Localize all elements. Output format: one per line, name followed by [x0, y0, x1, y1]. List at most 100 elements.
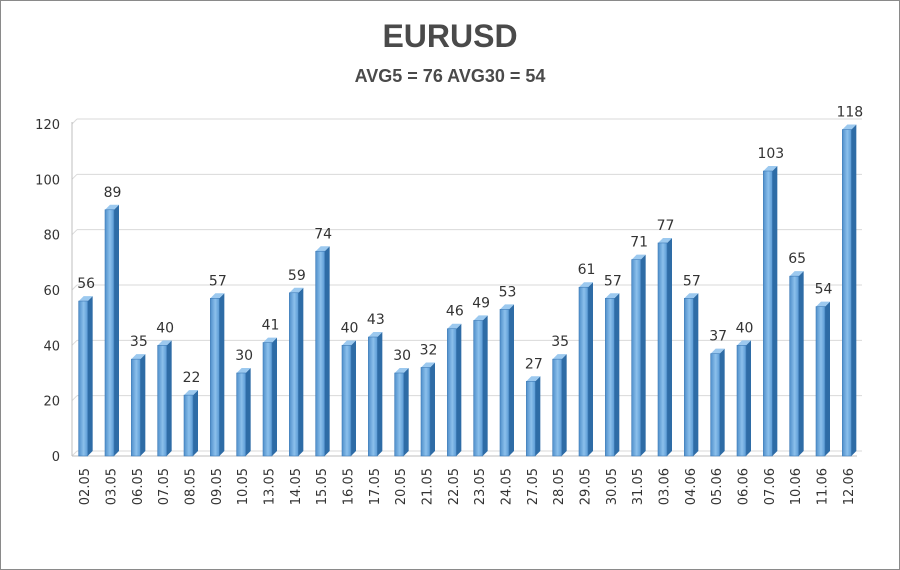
bar — [262, 342, 273, 457]
x-tick-label: 16.05 — [342, 468, 357, 505]
bar-side — [245, 368, 251, 456]
bar-top — [710, 348, 725, 354]
x-tick-label: 31.05 — [631, 468, 646, 505]
bar-side — [719, 348, 725, 456]
y-tick-label: 40 — [43, 339, 60, 354]
bar-top — [157, 340, 172, 346]
bar-side — [772, 166, 778, 457]
bar-side — [377, 332, 383, 456]
bar-side — [746, 340, 751, 456]
bar — [552, 358, 562, 457]
bar — [341, 345, 352, 457]
bar-top — [658, 237, 672, 243]
gridline-edge — [71, 450, 78, 457]
data-labels: 56 89 35 40 22 57 30 41 59 74 40 43 30 32 46 49 53 27 35 61… — [77, 105, 863, 387]
bar-side — [114, 204, 119, 456]
bar-side — [798, 271, 804, 456]
bar-side — [166, 340, 172, 456]
bar-side — [851, 124, 857, 457]
bar-side — [272, 337, 277, 456]
x-tick-label: 22.05 — [447, 468, 462, 505]
bar-top — [131, 354, 146, 360]
data-label: 71 — [630, 235, 648, 251]
x-tick-label: 05.06 — [710, 468, 725, 505]
data-label: 56 — [77, 276, 95, 292]
x-tick-label: 10.05 — [236, 468, 251, 505]
bar — [789, 275, 799, 457]
bar-top — [315, 246, 330, 252]
data-label: 53 — [499, 284, 517, 300]
gridline-edge — [71, 395, 78, 402]
bar — [605, 297, 615, 457]
bar-top — [605, 293, 620, 299]
data-label: 22 — [183, 370, 201, 386]
x-tick-label: 12.06 — [842, 468, 857, 505]
bar-top — [184, 390, 198, 396]
data-label: 57 — [604, 273, 622, 289]
bar — [183, 394, 194, 457]
x-tick-label: 24.05 — [500, 468, 515, 505]
bar-side — [640, 254, 646, 456]
y-tick-label: 100 — [35, 173, 60, 188]
x-tick-label: 30.05 — [605, 468, 620, 505]
y-tick-label: 120 — [35, 118, 60, 133]
data-label: 40 — [341, 320, 359, 336]
x-tick-label: 21.05 — [421, 468, 436, 505]
data-label: 54 — [815, 282, 833, 298]
bar-side — [219, 293, 225, 456]
bar-side — [456, 323, 462, 456]
y-tick-label: 0 — [52, 450, 60, 465]
data-label: 30 — [235, 348, 253, 364]
bar — [631, 259, 641, 457]
data-label: 65 — [788, 251, 806, 267]
bar — [315, 250, 325, 457]
data-label: 35 — [130, 334, 148, 350]
data-label: 41 — [262, 318, 280, 334]
x-tick-label: 29.05 — [579, 468, 594, 505]
bar-side — [561, 354, 567, 456]
x-tick-label: 20.05 — [394, 468, 409, 505]
bar-side — [825, 301, 830, 456]
data-label: 35 — [551, 334, 569, 350]
bar — [815, 306, 826, 457]
chart-title: EURUSD — [382, 18, 518, 54]
bar-top — [289, 287, 304, 293]
gridline-edge — [71, 339, 78, 346]
bar — [210, 297, 220, 457]
y-tick-label: 60 — [43, 284, 60, 299]
data-label: 46 — [446, 304, 464, 320]
gridline-edge — [71, 284, 78, 291]
data-label: 89 — [104, 185, 122, 201]
data-label: 118 — [836, 105, 863, 121]
bar-top — [263, 337, 277, 343]
bar — [157, 345, 167, 457]
x-tick-label: 11.06 — [816, 468, 831, 505]
data-label: 103 — [757, 146, 784, 162]
bar-top — [105, 204, 119, 210]
bar-top — [684, 293, 699, 299]
x-tick-label: 08.05 — [184, 468, 199, 505]
data-label: 49 — [472, 295, 490, 311]
bar — [684, 297, 694, 457]
bar-side — [87, 296, 93, 456]
bar-side — [140, 354, 146, 456]
data-label: 57 — [683, 273, 701, 289]
bar-side — [403, 368, 409, 456]
x-tick-label: 06.06 — [737, 468, 752, 505]
gridlines — [71, 118, 862, 457]
bar-side — [430, 362, 435, 456]
bar-top — [447, 323, 462, 329]
bar — [447, 328, 457, 457]
data-label: 59 — [288, 268, 306, 284]
x-tick-label: 03.06 — [658, 468, 673, 505]
y-tick-label: 20 — [43, 395, 60, 410]
bar — [526, 380, 536, 457]
bar-side — [298, 287, 304, 456]
bar — [420, 367, 431, 457]
x-tick-label: 02.05 — [78, 468, 93, 505]
bar-side — [614, 293, 620, 456]
x-tick-label: 03.05 — [105, 468, 120, 505]
bar-top — [737, 340, 751, 346]
bar — [78, 300, 88, 457]
